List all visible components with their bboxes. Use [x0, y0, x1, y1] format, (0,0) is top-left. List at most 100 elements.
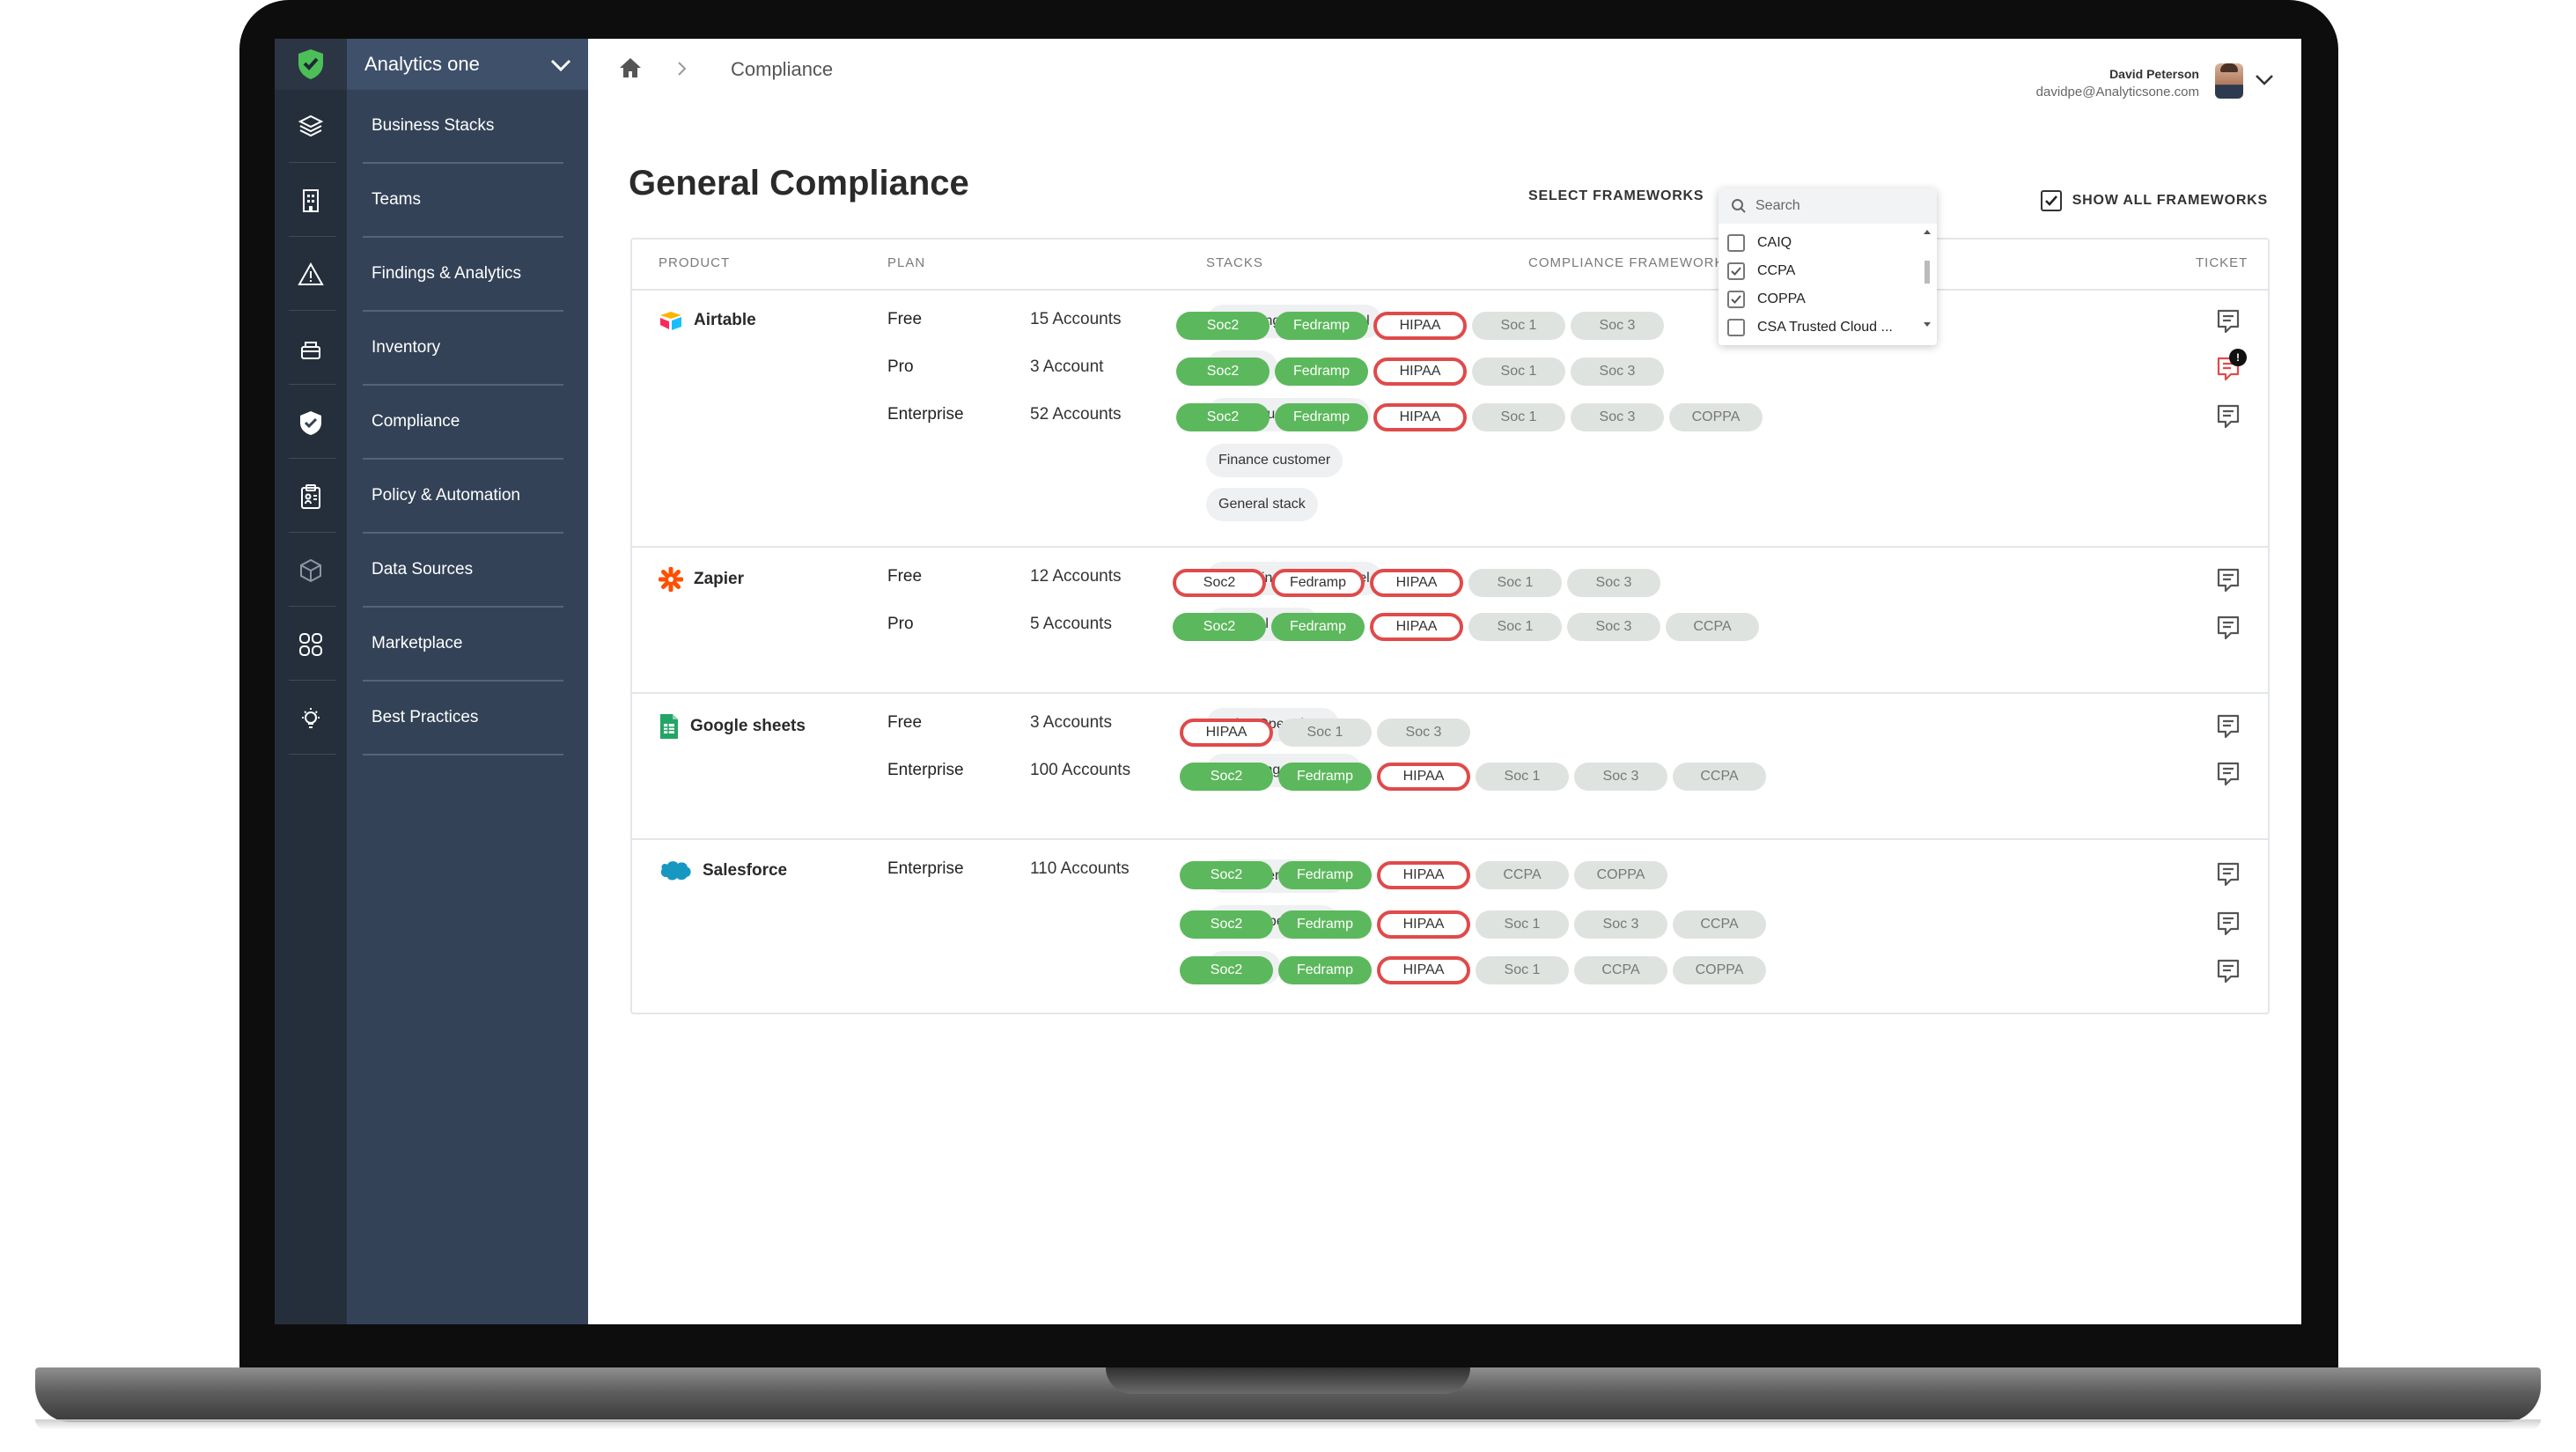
product-cell[interactable]: Google sheets: [659, 713, 806, 740]
framework-chip[interactable]: HIPAA: [1377, 910, 1470, 939]
framework-chip[interactable]: Soc 3: [1567, 569, 1660, 597]
framework-chip[interactable]: Fedramp: [1278, 956, 1372, 984]
shield-logo-icon[interactable]: [275, 39, 347, 90]
framework-chip[interactable]: Soc 1: [1472, 357, 1565, 386]
framework-option[interactable]: CAIQ: [1727, 234, 1792, 252]
framework-chip[interactable]: HIPAA: [1373, 403, 1467, 431]
framework-chip[interactable]: COPPA: [1673, 956, 1766, 984]
framework-chip[interactable]: Soc2: [1176, 312, 1270, 340]
framework-chip[interactable]: Soc 1: [1468, 569, 1562, 597]
checkbox-checked-icon[interactable]: [1727, 291, 1745, 308]
stack-tag[interactable]: General stack: [1206, 488, 1318, 521]
warning-icon[interactable]: [289, 253, 333, 297]
checkbox-icon[interactable]: [1727, 234, 1745, 252]
clipboard-icon[interactable]: [289, 475, 333, 519]
framework-chip[interactable]: Soc2: [1180, 763, 1273, 791]
framework-chip[interactable]: Fedramp: [1278, 910, 1372, 939]
framework-chip[interactable]: Soc2: [1173, 613, 1266, 641]
product-cell[interactable]: Salesforce: [659, 859, 787, 882]
ticket-icon[interactable]: [2215, 861, 2241, 888]
select-frameworks-label[interactable]: SELECT FRAMEWORKS: [1528, 188, 1704, 203]
framework-option[interactable]: CSA Trusted Cloud ...: [1727, 319, 1893, 336]
ticket-icon[interactable]: [2215, 761, 2241, 787]
framework-chip[interactable]: Soc 1: [1476, 956, 1569, 984]
framework-chip[interactable]: Soc 1: [1278, 719, 1372, 747]
framework-chip[interactable]: Soc2: [1173, 569, 1266, 597]
sidebar-item-inventory[interactable]: Inventory: [363, 312, 563, 386]
sidebar-item-policy-automation[interactable]: Policy & Automation: [363, 460, 563, 534]
framework-chip[interactable]: Soc 1: [1476, 763, 1569, 791]
framework-option[interactable]: CCPA: [1727, 262, 1795, 280]
avatar[interactable]: [2215, 63, 2243, 99]
ticket-icon[interactable]: [2215, 958, 2241, 984]
framework-option[interactable]: COPPA: [1727, 291, 1806, 308]
framework-search-input[interactable]: Search: [1719, 188, 1937, 224]
box-icon[interactable]: [289, 327, 333, 371]
framework-chip[interactable]: Soc2: [1180, 861, 1273, 889]
framework-chip[interactable]: Fedramp: [1278, 763, 1372, 791]
framework-chip[interactable]: CCPA: [1666, 613, 1759, 641]
grid-icon[interactable]: [289, 623, 333, 667]
product-cell[interactable]: Zapier: [659, 567, 744, 592]
framework-chip[interactable]: Soc 3: [1567, 613, 1660, 641]
framework-chip[interactable]: Fedramp: [1278, 861, 1372, 889]
ticket-icon[interactable]: [2215, 567, 2241, 593]
framework-chip[interactable]: Fedramp: [1275, 357, 1368, 386]
framework-chip[interactable]: Fedramp: [1271, 613, 1365, 641]
framework-chip[interactable]: COPPA: [1669, 403, 1763, 431]
chevron-down-icon[interactable]: [2254, 72, 2275, 88]
sidebar-item-business-stacks[interactable]: Business Stacks: [363, 90, 563, 164]
checkbox-checked-icon[interactable]: [2040, 190, 2062, 211]
framework-chip[interactable]: CCPA: [1574, 956, 1667, 984]
framework-chip[interactable]: Soc 1: [1472, 403, 1565, 431]
scrollbar[interactable]: [1921, 227, 1933, 342]
framework-chip[interactable]: Soc 1: [1476, 910, 1569, 939]
framework-chip[interactable]: Soc 3: [1377, 719, 1470, 747]
framework-chip[interactable]: Soc2: [1180, 910, 1273, 939]
ticket-icon[interactable]: [2215, 308, 2241, 335]
framework-chip[interactable]: Soc 3: [1574, 910, 1667, 939]
framework-chip[interactable]: Soc 3: [1574, 763, 1667, 791]
sidebar-item-findings-analytics[interactable]: Findings & Analytics: [363, 238, 563, 312]
stack-tag[interactable]: Finance customer: [1206, 444, 1343, 477]
sidebar-item-marketplace[interactable]: Marketplace: [363, 608, 563, 682]
framework-chip[interactable]: Soc 1: [1472, 312, 1565, 340]
ticket-icon[interactable]: [2215, 403, 2241, 430]
framework-chip[interactable]: HIPAA: [1373, 312, 1467, 340]
show-all-frameworks-toggle[interactable]: SHOW ALL FRAMEWORKS: [2040, 190, 2268, 211]
sidebar-item-best-practices[interactable]: Best Practices: [363, 682, 563, 755]
framework-chip[interactable]: HIPAA: [1370, 613, 1463, 641]
framework-chip[interactable]: Soc2: [1176, 403, 1270, 431]
framework-chip[interactable]: Soc 1: [1468, 613, 1562, 641]
framework-chip[interactable]: HIPAA: [1377, 956, 1470, 984]
framework-chip[interactable]: Soc 3: [1571, 403, 1664, 431]
ticket-icon[interactable]: [2215, 713, 2241, 740]
framework-chip[interactable]: HIPAA: [1377, 861, 1470, 889]
ticket-icon[interactable]: [2215, 910, 2241, 937]
cube-icon[interactable]: [289, 549, 333, 593]
framework-chip[interactable]: Soc 3: [1571, 357, 1664, 386]
lightbulb-icon[interactable]: [289, 697, 333, 741]
home-icon[interactable]: [618, 56, 643, 79]
breadcrumb-current[interactable]: Compliance: [731, 58, 834, 80]
framework-chip[interactable]: HIPAA: [1370, 569, 1463, 597]
framework-chip[interactable]: CCPA: [1673, 763, 1766, 791]
workspace-switcher[interactable]: Analytics one: [347, 39, 588, 90]
framework-chip[interactable]: Soc2: [1176, 357, 1270, 386]
framework-chip[interactable]: Fedramp: [1275, 312, 1368, 340]
building-icon[interactable]: [289, 179, 333, 223]
sidebar-item-compliance[interactable]: Compliance: [363, 386, 563, 460]
product-cell[interactable]: Airtable: [659, 310, 756, 331]
checkbox-checked-icon[interactable]: [1727, 262, 1745, 280]
layers-icon[interactable]: [289, 105, 333, 149]
sidebar-item-data-sources[interactable]: Data Sources: [363, 534, 563, 608]
framework-chip[interactable]: Fedramp: [1275, 403, 1368, 431]
framework-chip[interactable]: Fedramp: [1271, 569, 1365, 597]
shield-check-icon[interactable]: [289, 401, 333, 445]
sidebar-item-teams[interactable]: Teams: [363, 164, 563, 238]
framework-chip[interactable]: Soc 3: [1571, 312, 1664, 340]
framework-chip[interactable]: Soc2: [1180, 956, 1273, 984]
framework-chip[interactable]: CCPA: [1476, 861, 1569, 889]
framework-chip[interactable]: HIPAA: [1373, 357, 1467, 386]
framework-chip[interactable]: HIPAA: [1377, 763, 1470, 791]
